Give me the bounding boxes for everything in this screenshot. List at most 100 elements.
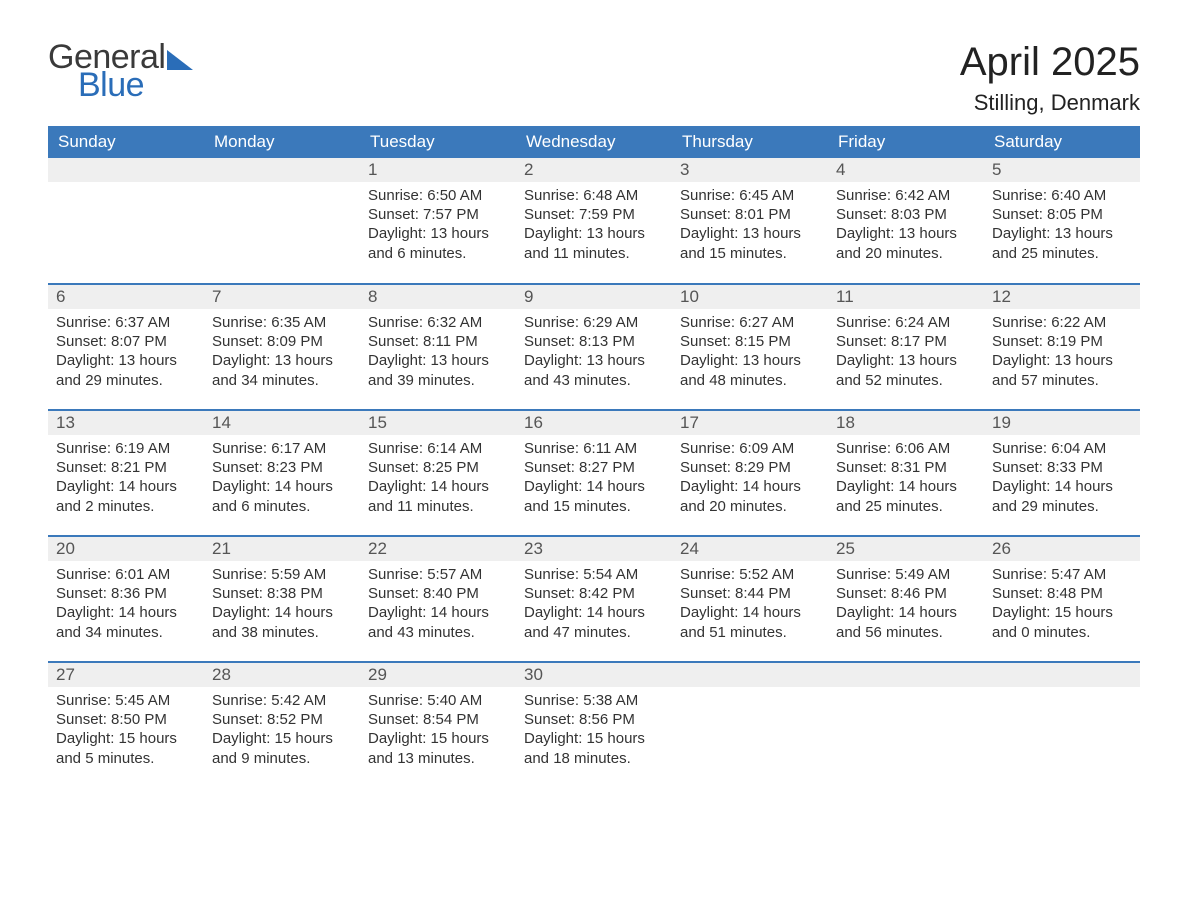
- day-cell: [204, 158, 360, 284]
- day-number: 2: [516, 158, 672, 182]
- sunset-line: Sunset: 8:01 PM: [680, 205, 820, 224]
- sunrise-line: Sunrise: 6:50 AM: [368, 186, 508, 205]
- week-row: 13Sunrise: 6:19 AMSunset: 8:21 PMDayligh…: [48, 410, 1140, 536]
- sunrise-line: Sunrise: 6:24 AM: [836, 313, 976, 332]
- sunrise-line: Sunrise: 6:42 AM: [836, 186, 976, 205]
- day-body: Sunrise: 6:48 AMSunset: 7:59 PMDaylight:…: [516, 182, 672, 271]
- day-number-row: [204, 158, 360, 182]
- day1-line: Daylight: 14 hours: [212, 603, 352, 622]
- sunset-line: Sunset: 7:57 PM: [368, 205, 508, 224]
- day-cell: 8Sunrise: 6:32 AMSunset: 8:11 PMDaylight…: [360, 284, 516, 410]
- day2-line: and 48 minutes.: [680, 371, 820, 390]
- day-number: 28: [204, 663, 360, 687]
- day1-line: Daylight: 14 hours: [992, 477, 1132, 496]
- sunset-line: Sunset: 8:56 PM: [524, 710, 664, 729]
- day-number: 17: [672, 411, 828, 435]
- day1-line: Daylight: 14 hours: [368, 603, 508, 622]
- day-number: 26: [984, 537, 1140, 561]
- day-number: 30: [516, 663, 672, 687]
- day1-line: Daylight: 14 hours: [56, 603, 196, 622]
- sunrise-line: Sunrise: 5:54 AM: [524, 565, 664, 584]
- day-number: 12: [984, 285, 1140, 309]
- day-number: 9: [516, 285, 672, 309]
- day-cell: [828, 662, 984, 788]
- week-row: 1 Sunrise: 6:50 AMSunset: 7:57 PM Daylight…: [48, 158, 1140, 284]
- sunrise-line: Sunrise: 6:19 AM: [56, 439, 196, 458]
- sunset-line: Sunset: 8:25 PM: [368, 458, 508, 477]
- day-number: 3: [672, 158, 828, 182]
- day1-line: Daylight: 15 hours: [992, 603, 1132, 622]
- sunset-line: Sunset: 8:27 PM: [524, 458, 664, 477]
- day2-line: and 25 minutes.: [992, 244, 1132, 263]
- sunrise-line: Sunrise: 6:14 AM: [368, 439, 508, 458]
- sunrise-line: Sunrise: 6:09 AM: [680, 439, 820, 458]
- sunset-line: Sunset: 8:50 PM: [56, 710, 196, 729]
- sunset-line: Sunset: 8:17 PM: [836, 332, 976, 351]
- day2-line: and 5 minutes.: [56, 749, 196, 768]
- day2-line: and 9 minutes.: [212, 749, 352, 768]
- calendar-head: Sunday Monday Tuesday Wednesday Thursday…: [48, 126, 1140, 158]
- day-cell: 29Sunrise: 5:40 AMSunset: 8:54 PMDayligh…: [360, 662, 516, 788]
- day-body: Sunrise: 5:54 AMSunset: 8:42 PMDaylight:…: [516, 561, 672, 650]
- day-body: Sunrise: 5:42 AMSunset: 8:52 PMDaylight:…: [204, 687, 360, 776]
- day-cell: 13Sunrise: 6:19 AMSunset: 8:21 PMDayligh…: [48, 410, 204, 536]
- sunrise-line: Sunrise: 6:29 AM: [524, 313, 664, 332]
- day1-line: Daylight: 14 hours: [836, 477, 976, 496]
- day-cell: [48, 158, 204, 284]
- day-body: Sunrise: 6:04 AMSunset: 8:33 PMDaylight:…: [984, 435, 1140, 524]
- day2-line: and 38 minutes.: [212, 623, 352, 642]
- day-cell: 14Sunrise: 6:17 AMSunset: 8:23 PMDayligh…: [204, 410, 360, 536]
- day-number: 21: [204, 537, 360, 561]
- day-number: 7: [204, 285, 360, 309]
- sunset-line: Sunset: 8:36 PM: [56, 584, 196, 603]
- day1-line: Daylight: 13 hours: [56, 351, 196, 370]
- day-number: 22: [360, 537, 516, 561]
- day1-line: Daylight: 13 hours: [212, 351, 352, 370]
- day-cell: 25Sunrise: 5:49 AMSunset: 8:46 PMDayligh…: [828, 536, 984, 662]
- logo-word-2: Blue: [78, 68, 193, 102]
- day1-line: Daylight: 14 hours: [212, 477, 352, 496]
- day-cell: 4Sunrise: 6:42 AMSunset: 8:03 PMDaylight…: [828, 158, 984, 284]
- day-number: 18: [828, 411, 984, 435]
- day-body: Sunrise: 6:29 AMSunset: 8:13 PMDaylight:…: [516, 309, 672, 398]
- day-number-row: [984, 663, 1140, 687]
- sunrise-line: Sunrise: 6:27 AM: [680, 313, 820, 332]
- sunset-line: Sunset: 8:05 PM: [992, 205, 1132, 224]
- day-body: Sunrise: 6:24 AMSunset: 8:17 PMDaylight:…: [828, 309, 984, 398]
- day2-line: and 11 minutes.: [524, 244, 664, 263]
- sunset-line: Sunset: 8:52 PM: [212, 710, 352, 729]
- sunset-line: Sunset: 8:23 PM: [212, 458, 352, 477]
- day2-line: and 43 minutes.: [368, 623, 508, 642]
- day2-line: and 6 minutes.: [368, 244, 508, 263]
- day-number: 1: [360, 158, 516, 182]
- day1-line: Daylight: 13 hours: [368, 351, 508, 370]
- sunrise-line: Sunrise: 5:40 AM: [368, 691, 508, 710]
- day-body: Sunrise: 5:45 AMSunset: 8:50 PMDaylight:…: [48, 687, 204, 776]
- day-header: Tuesday: [360, 126, 516, 158]
- day-number: 6: [48, 285, 204, 309]
- day1-line: Daylight: 13 hours: [524, 224, 664, 243]
- day1-line: Daylight: 13 hours: [836, 351, 976, 370]
- day-header: Friday: [828, 126, 984, 158]
- sunrise-line: Sunrise: 6:01 AM: [56, 565, 196, 584]
- sunset-line: Sunset: 8:15 PM: [680, 332, 820, 351]
- sunrise-line: Sunrise: 6:11 AM: [524, 439, 664, 458]
- day2-line: and 25 minutes.: [836, 497, 976, 516]
- day1-line: Daylight: 13 hours: [992, 224, 1132, 243]
- day2-line: and 39 minutes.: [368, 371, 508, 390]
- day2-line: and 51 minutes.: [680, 623, 820, 642]
- day-number-row: [672, 663, 828, 687]
- day1-line: Daylight: 14 hours: [524, 477, 664, 496]
- day-header: Saturday: [984, 126, 1140, 158]
- day-cell: 10Sunrise: 6:27 AMSunset: 8:15 PMDayligh…: [672, 284, 828, 410]
- day-body: Sunrise: 5:57 AMSunset: 8:40 PMDaylight:…: [360, 561, 516, 650]
- sunrise-line: Sunrise: 6:45 AM: [680, 186, 820, 205]
- day-cell: 30Sunrise: 5:38 AMSunset: 8:56 PMDayligh…: [516, 662, 672, 788]
- day-number: 5: [984, 158, 1140, 182]
- day1-line: Daylight: 13 hours: [680, 351, 820, 370]
- day2-line: and 56 minutes.: [836, 623, 976, 642]
- day-body: Sunrise: 5:59 AMSunset: 8:38 PMDaylight:…: [204, 561, 360, 650]
- sunset-line: Sunset: 8:44 PM: [680, 584, 820, 603]
- sunrise-line: Sunrise: 6:22 AM: [992, 313, 1132, 332]
- sunset-line: Sunset: 8:09 PM: [212, 332, 352, 351]
